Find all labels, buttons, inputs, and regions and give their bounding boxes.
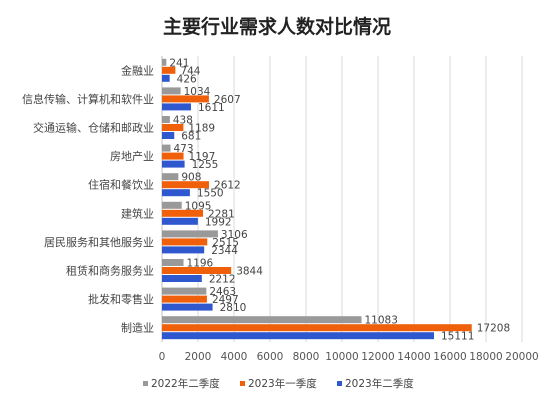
data-label: 2607 bbox=[214, 94, 241, 106]
bar bbox=[162, 116, 170, 123]
bar bbox=[162, 230, 218, 238]
data-label: 908 bbox=[181, 172, 201, 184]
data-label: 241 bbox=[169, 57, 189, 69]
category-label: 制造业 bbox=[121, 321, 154, 335]
legend-label: 2022年二季度 bbox=[151, 377, 220, 390]
bar bbox=[162, 217, 198, 225]
bar bbox=[162, 259, 184, 266]
data-label: 1189 bbox=[188, 123, 215, 135]
x-tick-label: 6000 bbox=[257, 351, 284, 363]
bar bbox=[162, 132, 175, 139]
bar bbox=[162, 124, 184, 131]
bar bbox=[162, 303, 213, 311]
x-tick-label: 16000 bbox=[433, 351, 466, 363]
bar bbox=[162, 332, 434, 340]
bar bbox=[162, 267, 232, 274]
x-tick-label: 14000 bbox=[397, 351, 430, 363]
x-tick-label: 20000 bbox=[505, 351, 538, 363]
bar bbox=[162, 103, 191, 111]
bar bbox=[162, 160, 185, 168]
bar bbox=[162, 238, 208, 246]
x-tick-label: 10000 bbox=[325, 351, 358, 363]
data-label: 2344 bbox=[211, 245, 238, 257]
x-axis-ticks: 0 2000 4000 6000 8000 10000 12000 14000 16000 180… bbox=[159, 351, 539, 363]
data-label: 1197 bbox=[189, 151, 216, 163]
data-label: 1255 bbox=[192, 159, 219, 171]
data-label: 2281 bbox=[208, 208, 235, 220]
data-label: 15111 bbox=[441, 331, 474, 343]
data-label: 438 bbox=[173, 115, 193, 127]
bar bbox=[162, 295, 207, 303]
bar bbox=[162, 246, 205, 254]
legend: 2022年二季度 2023年一季度 2023年二季度 bbox=[143, 377, 414, 390]
data-label: 473 bbox=[174, 143, 194, 155]
legend-label: 2023年二季度 bbox=[345, 377, 414, 390]
bars bbox=[162, 58, 472, 340]
data-label: 1992 bbox=[205, 216, 232, 228]
data-label: 744 bbox=[180, 65, 200, 77]
data-label: 426 bbox=[177, 73, 197, 85]
data-label: 2515 bbox=[212, 237, 239, 249]
data-label: 3106 bbox=[221, 229, 248, 241]
bar bbox=[162, 58, 167, 66]
data-label: 2463 bbox=[209, 286, 236, 298]
category-label: 交通运输、仓储和邮政业 bbox=[33, 121, 154, 135]
category-label: 房地产业 bbox=[110, 149, 154, 163]
x-tick-label: 8000 bbox=[293, 351, 320, 363]
category-label: 信息传输、计算机和软件业 bbox=[22, 92, 154, 106]
data-label: 1550 bbox=[197, 188, 224, 200]
category-label: 批发和零售业 bbox=[88, 292, 154, 306]
category-label: 租赁和商务服务业 bbox=[66, 264, 154, 278]
bar bbox=[162, 87, 181, 95]
data-label: 2612 bbox=[214, 180, 241, 192]
bar bbox=[162, 95, 209, 103]
legend-swatch bbox=[240, 381, 245, 386]
bar bbox=[162, 324, 472, 332]
data-label: 681 bbox=[181, 131, 201, 143]
data-label: 3844 bbox=[236, 266, 263, 278]
legend-swatch bbox=[337, 381, 342, 386]
legend-label: 2023年一季度 bbox=[248, 377, 317, 390]
bar bbox=[162, 144, 171, 152]
bar bbox=[162, 209, 204, 217]
bar bbox=[162, 189, 190, 197]
chart-title: 主要行业需求人数对比情况 bbox=[163, 15, 391, 38]
category-label: 金融业 bbox=[121, 63, 154, 77]
bar bbox=[162, 181, 210, 189]
x-tick-label: 12000 bbox=[361, 351, 394, 363]
data-label: 2212 bbox=[209, 274, 236, 286]
bar bbox=[162, 74, 170, 82]
x-tick-label: 2000 bbox=[185, 351, 212, 363]
x-tick-label: 4000 bbox=[221, 351, 248, 363]
bar bbox=[162, 66, 176, 74]
legend-swatch bbox=[143, 381, 148, 386]
bar bbox=[162, 173, 179, 181]
data-label: 1095 bbox=[185, 200, 212, 212]
data-label: 2497 bbox=[212, 294, 239, 306]
bar bbox=[162, 152, 184, 160]
data-label: 2810 bbox=[220, 302, 247, 314]
bar bbox=[162, 287, 207, 295]
bar bbox=[162, 275, 202, 282]
data-label: 1196 bbox=[187, 258, 214, 270]
x-tick-label: 0 bbox=[159, 351, 166, 363]
bar bbox=[162, 201, 182, 209]
category-label: 居民服务和其他服务业 bbox=[44, 236, 154, 249]
x-tick-label: 18000 bbox=[469, 351, 502, 363]
data-label: 17208 bbox=[477, 323, 510, 335]
data-label: 1034 bbox=[184, 86, 211, 98]
category-labels: 金融业信息传输、计算机和软件业交通运输、仓储和邮政业房地产业住宿和餐饮业建筑业居… bbox=[22, 63, 154, 334]
category-label: 住宿和餐饮业 bbox=[88, 178, 154, 192]
bar bbox=[162, 316, 362, 324]
category-label: 建筑业 bbox=[121, 206, 154, 220]
data-label: 11083 bbox=[364, 315, 397, 327]
data-label: 1611 bbox=[198, 102, 225, 114]
